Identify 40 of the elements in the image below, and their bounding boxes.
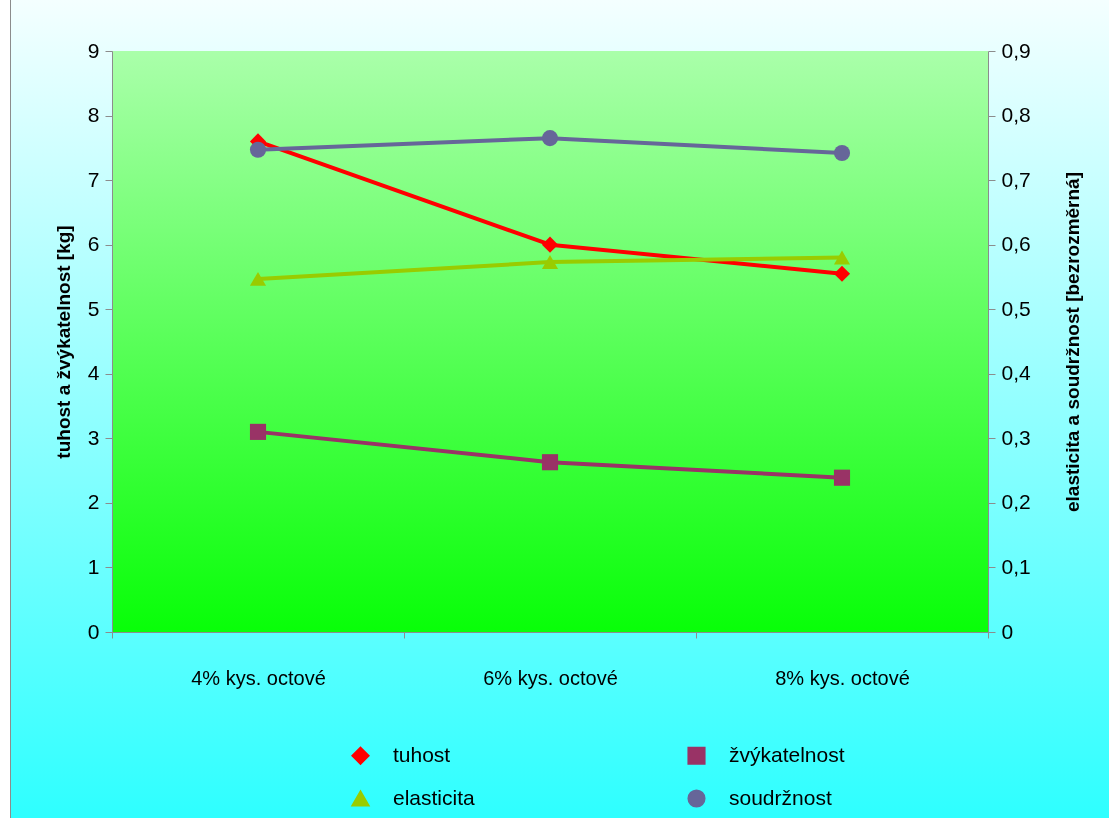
y2-tick-label: 0,3	[1001, 425, 1031, 449]
point	[249, 423, 267, 440]
y-tick-label: 1	[87, 554, 100, 578]
point	[541, 236, 559, 253]
legend-label: tuhost	[393, 742, 451, 766]
y2-tick-label: 0,9	[1001, 38, 1031, 62]
y-tick-label: 3	[87, 425, 100, 449]
y2-tick-label: 0,8	[1001, 103, 1031, 127]
y-axis-title: tuhost a žvýkatelnost [kg]	[52, 225, 74, 459]
x-tick-label: 8% kys. octové	[775, 666, 910, 689]
y-tick-label: 5	[87, 296, 100, 320]
point	[541, 130, 559, 147]
point	[833, 265, 851, 282]
y-tick-label: 7	[87, 167, 100, 191]
point	[541, 255, 559, 270]
point	[833, 144, 851, 162]
y-tick-label: 6	[87, 232, 100, 256]
y2-axis-title: elasticita a soudržnost [bezrozměrná]	[1061, 172, 1083, 512]
y-tick-label: 4	[87, 361, 100, 385]
legend-label: žvýkatelnost	[729, 742, 845, 766]
y2-tick-label: 0	[1001, 619, 1014, 643]
y2-tick-label: 0,5	[1001, 296, 1031, 320]
point	[833, 250, 851, 265]
x-tick-label: 6% kys. octové	[483, 666, 618, 689]
legend-label: soudržnost	[729, 785, 832, 809]
legend-label: elasticita	[393, 785, 476, 809]
y2-tick-label: 0,6	[1001, 232, 1031, 256]
y2-tick-label: 0,4	[1001, 361, 1032, 385]
point	[541, 454, 559, 471]
y-tick-label: 2	[87, 490, 100, 514]
point	[833, 469, 851, 486]
y-tick-label: 0	[87, 619, 100, 643]
y2-tick-label: 0,2	[1001, 490, 1031, 514]
point	[249, 141, 267, 158]
y-tick-label: 9	[87, 38, 100, 62]
point	[249, 271, 267, 286]
y2-tick-label: 0,7	[1001, 167, 1031, 191]
x-tick-label: 4% kys. octové	[191, 666, 326, 689]
y2-tick-label: 0,1	[1001, 554, 1031, 578]
y-tick-label: 8	[87, 103, 100, 127]
